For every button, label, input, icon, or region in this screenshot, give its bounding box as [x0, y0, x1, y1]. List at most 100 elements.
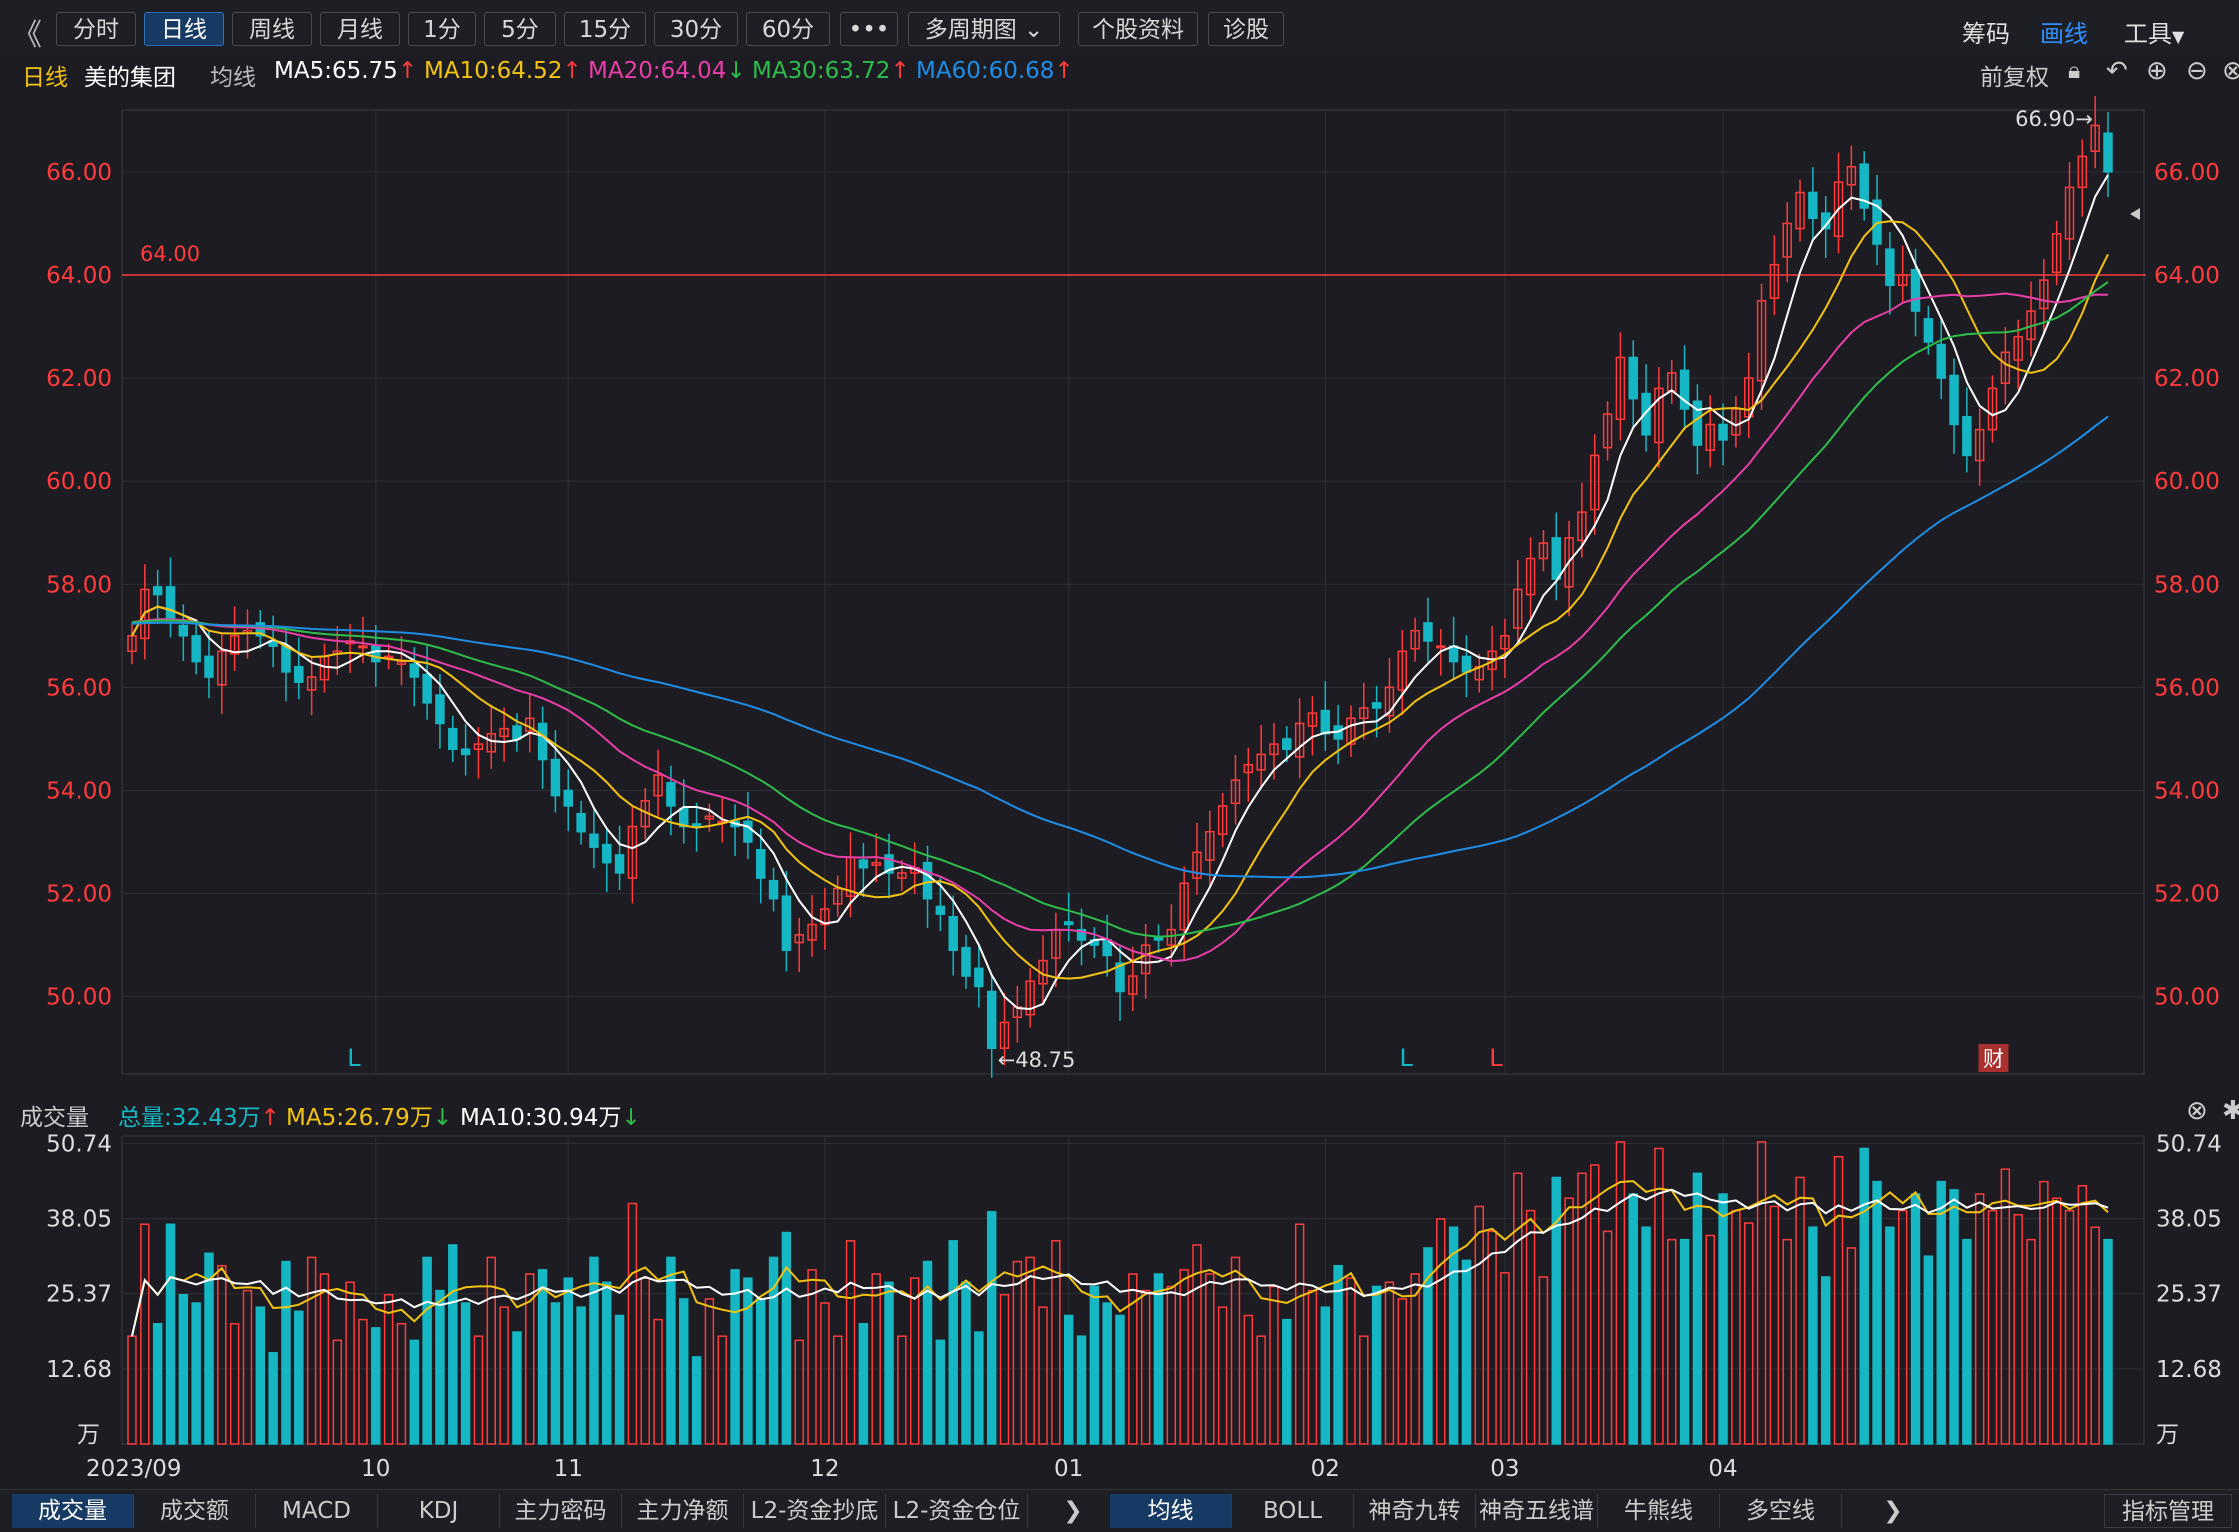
volume-bar [306, 1256, 317, 1445]
overlay-tab-2[interactable]: 神奇九转 [1354, 1494, 1476, 1528]
indicator-tab-4[interactable]: 主力密码 [500, 1494, 622, 1528]
candle-body [781, 895, 792, 952]
tab-7[interactable]: 30分 [654, 12, 738, 46]
candle-body [1448, 645, 1459, 663]
volume-bar [2090, 1226, 2100, 1445]
zoom-out-icon[interactable]: ⊖ [2186, 56, 2208, 86]
indicator-tab-7[interactable]: L2-资金仓位 [886, 1494, 1028, 1528]
candle-body [948, 916, 958, 952]
volume-bar [1679, 1238, 1690, 1445]
tab-12[interactable]: 诊股 [1208, 12, 1284, 46]
volume-bar [1371, 1285, 1382, 1445]
volume-bar [358, 1318, 368, 1445]
volume-bar [743, 1277, 753, 1445]
volume-bar [1846, 1247, 1857, 1445]
volume-tick-right: 12.68 [2156, 1357, 2222, 1383]
volume-bar [1025, 1256, 1035, 1445]
tools-menu[interactable]: 工具▼ [2124, 14, 2184, 49]
volume-unit-right: 万 [2156, 1422, 2179, 1448]
candle-body [666, 781, 676, 807]
candle-body [1192, 851, 1202, 879]
tab-8[interactable]: 60分 [746, 12, 830, 46]
chevron-right-icon[interactable]: ❯ [1883, 1498, 1903, 1524]
tab-6[interactable]: 15分 [564, 12, 646, 46]
candle-body [1577, 511, 1587, 542]
volume-bar [1513, 1172, 1523, 1445]
close-volume-icon[interactable]: ⊗ [2186, 1096, 2208, 1126]
chevron-right-icon[interactable]: ❯ [1063, 1498, 1083, 1524]
overlay-tab-1[interactable]: BOLL [1232, 1494, 1354, 1528]
indicator-manage-button[interactable]: 指标管理 [2104, 1494, 2232, 1528]
volume-bar [1230, 1256, 1241, 1445]
candle-body [537, 722, 548, 761]
volume-bar [768, 1256, 779, 1445]
lock-icon[interactable]: 🔒︎ [2068, 58, 2081, 84]
zoom-in-icon[interactable]: ⊕ [2146, 56, 2168, 86]
overlay-tab-3[interactable]: 神奇五线谱 [1476, 1494, 1598, 1528]
tab-1[interactable]: 日线 [144, 12, 224, 46]
tab-0[interactable]: 分时 [56, 12, 136, 46]
overlay-tab-5[interactable]: 多空线 [1720, 1494, 1842, 1528]
candle-body [1282, 738, 1292, 750]
volume-bar [1256, 1335, 1266, 1445]
tab-10[interactable]: 多周期图 ⌄ [908, 12, 1060, 46]
candle-body [589, 833, 599, 848]
candle-body [1128, 975, 1138, 995]
indicator-tab-3[interactable]: KDJ [378, 1494, 500, 1528]
ma-label[interactable]: 均线 [210, 65, 256, 91]
candle-body [1692, 400, 1703, 446]
indicator-tab-0[interactable]: 成交量 [12, 1494, 134, 1528]
indicator-tab-2[interactable]: MACD [256, 1494, 378, 1528]
candle-body [473, 743, 484, 750]
overlay-tab-0[interactable]: 均线 [1110, 1494, 1232, 1528]
tab-11[interactable]: 个股资料 [1078, 12, 1198, 46]
indicator-tab-1[interactable]: 成交额 [134, 1494, 256, 1528]
draw-line-button[interactable]: 画线 [2040, 20, 2088, 48]
date-tick: 2023/09 [86, 1456, 182, 1482]
volume-bar [602, 1281, 612, 1445]
settings-icon[interactable]: ✱ [2222, 1096, 2239, 1126]
indicator-tab-5[interactable]: 主力净额 [622, 1494, 744, 1528]
volume-bar [1153, 1273, 1164, 1445]
candle-body [1679, 369, 1690, 410]
candle-body [1256, 753, 1266, 771]
volume-bar [1602, 1230, 1613, 1445]
ma-line-ma30 [131, 281, 2109, 938]
volume-bar [1820, 1276, 1831, 1445]
candle-body [165, 586, 176, 622]
indicator-tabs: 成交量 成交额 MACD KDJ 主力密码 主力净额 L2-资金抄底 L2-资金仓位 ❯ 均线… [0, 1489, 2239, 1532]
volume-bar [691, 1356, 702, 1445]
price-tick-left: 66.00 [46, 160, 112, 186]
date-tick: 12 [810, 1456, 839, 1482]
tab-4[interactable]: 1分 [408, 12, 476, 46]
overlay-tab-4[interactable]: 牛熊线 [1598, 1494, 1720, 1528]
volume-bar [525, 1273, 535, 1445]
volume-label[interactable]: 成交量 [20, 1105, 89, 1131]
ma-line-ma5 [131, 174, 2109, 1011]
chip-button[interactable]: 筹码 [1962, 20, 2010, 48]
adjust-mode[interactable]: 前复权 [1980, 65, 2049, 91]
volume-bar [1769, 1205, 1780, 1445]
tab-2[interactable]: 周线 [232, 12, 312, 46]
indicator-tab-6[interactable]: L2-资金抄底 [744, 1494, 886, 1528]
candle-body [383, 655, 394, 659]
candle-body [1205, 830, 1215, 861]
candle-body [191, 635, 201, 663]
volume-total-text: 总量:32.43万 [118, 1105, 261, 1131]
volume-bar [294, 1310, 304, 1445]
candle-body [743, 820, 753, 843]
ma10-text: MA10:64.52 [424, 58, 563, 84]
top-toolbar: 《 分时 日线 周线 月线 1分 5分 15分 30分 60分 ••• 多周期图 ⌄ 个股资料 诊股 筹… [0, 0, 2239, 57]
tab-5[interactable]: 5分 [484, 12, 556, 46]
collapse-left-icon[interactable]: 《 [12, 18, 42, 53]
candle-body [1025, 980, 1035, 1016]
close-icon[interactable]: ⊗ [2222, 56, 2239, 86]
candle-body [691, 823, 702, 828]
undo-icon[interactable]: ↶ [2106, 56, 2128, 86]
candle-body [2077, 155, 2088, 189]
volume-bar [178, 1293, 189, 1445]
tab-3[interactable]: 月线 [320, 12, 400, 46]
stock-name[interactable]: 美的集团 [84, 65, 176, 91]
tab-9[interactable]: ••• [840, 12, 898, 46]
